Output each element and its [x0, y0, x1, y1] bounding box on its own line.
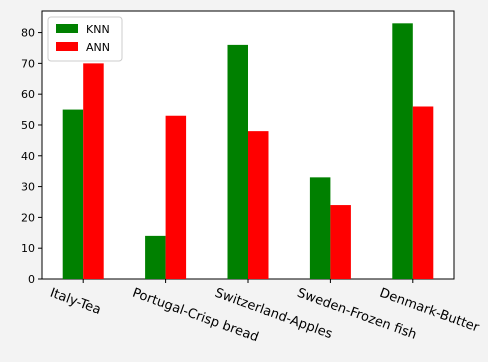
y-axis: 0 10 20 30 40 50 60 70 80: [21, 27, 42, 286]
y-tick-label: 20: [21, 211, 35, 224]
bar-knn-0: [62, 109, 84, 280]
legend-swatch-knn: [56, 24, 78, 33]
bar-ann-0: [83, 63, 104, 280]
bar-ann-4: [412, 106, 434, 279]
y-tick-label: 30: [21, 181, 35, 194]
y-tick-label: 80: [21, 27, 35, 40]
y-tick-label: 60: [21, 88, 35, 101]
bar-knn-3: [309, 177, 331, 279]
y-tick-label: 40: [21, 150, 35, 163]
y-tick-label: 10: [21, 242, 35, 255]
legend: KNN ANN: [47, 16, 123, 62]
y-tick-label: 70: [21, 57, 35, 70]
legend-box: [47, 16, 123, 62]
y-tick-label: 0: [28, 273, 35, 286]
legend-label-ann: ANN: [86, 41, 110, 54]
bar-knn-4: [392, 23, 413, 279]
y-tick-label: 50: [21, 119, 35, 132]
bar-ann-3: [330, 205, 351, 279]
legend-label-knn: KNN: [86, 23, 110, 36]
bars-group: [62, 23, 434, 280]
bar-knn-1: [145, 235, 166, 279]
legend-swatch-ann: [56, 42, 78, 51]
bar-ann-2: [248, 131, 269, 279]
bar-knn-2: [227, 44, 248, 279]
bar-ann-1: [165, 115, 187, 280]
